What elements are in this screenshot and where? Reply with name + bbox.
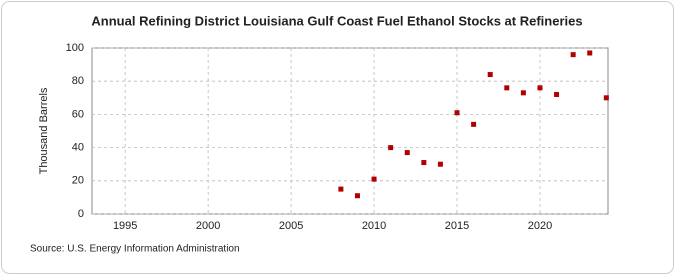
point — [504, 85, 510, 91]
point — [487, 72, 493, 78]
point — [437, 161, 443, 167]
point — [388, 145, 394, 151]
x-tick-label: 2020 — [528, 220, 552, 232]
point — [421, 160, 427, 166]
point — [471, 121, 477, 127]
point — [520, 90, 526, 96]
point — [603, 95, 609, 101]
point — [537, 85, 543, 91]
y-tick-label: 40 — [72, 142, 84, 154]
x-tick-label: 2015 — [445, 220, 469, 232]
y-tick-label: 60 — [72, 108, 84, 120]
y-tick-label: 20 — [72, 175, 84, 187]
point — [354, 193, 360, 199]
y-tick-label: 100 — [66, 42, 84, 54]
y-axis-label: Thousand Barrels — [38, 87, 50, 174]
x-tick-label: 2005 — [279, 220, 303, 232]
y-tick-label: 80 — [72, 75, 84, 87]
point — [371, 176, 377, 182]
point — [587, 50, 593, 56]
x-tick-label: 2010 — [362, 220, 386, 232]
y-tick-label: 0 — [78, 208, 84, 220]
chart-title: Annual Refining District Louisiana Gulf … — [91, 13, 582, 28]
point — [338, 186, 344, 192]
point — [454, 110, 460, 116]
point — [554, 91, 560, 97]
point — [404, 150, 410, 156]
plot-area — [91, 47, 609, 215]
source: Source: U.S. Energy Information Administ… — [30, 244, 240, 255]
x-tick-label: 1995 — [113, 220, 137, 232]
point — [570, 52, 576, 58]
x-tick-label: 2000 — [196, 220, 220, 232]
